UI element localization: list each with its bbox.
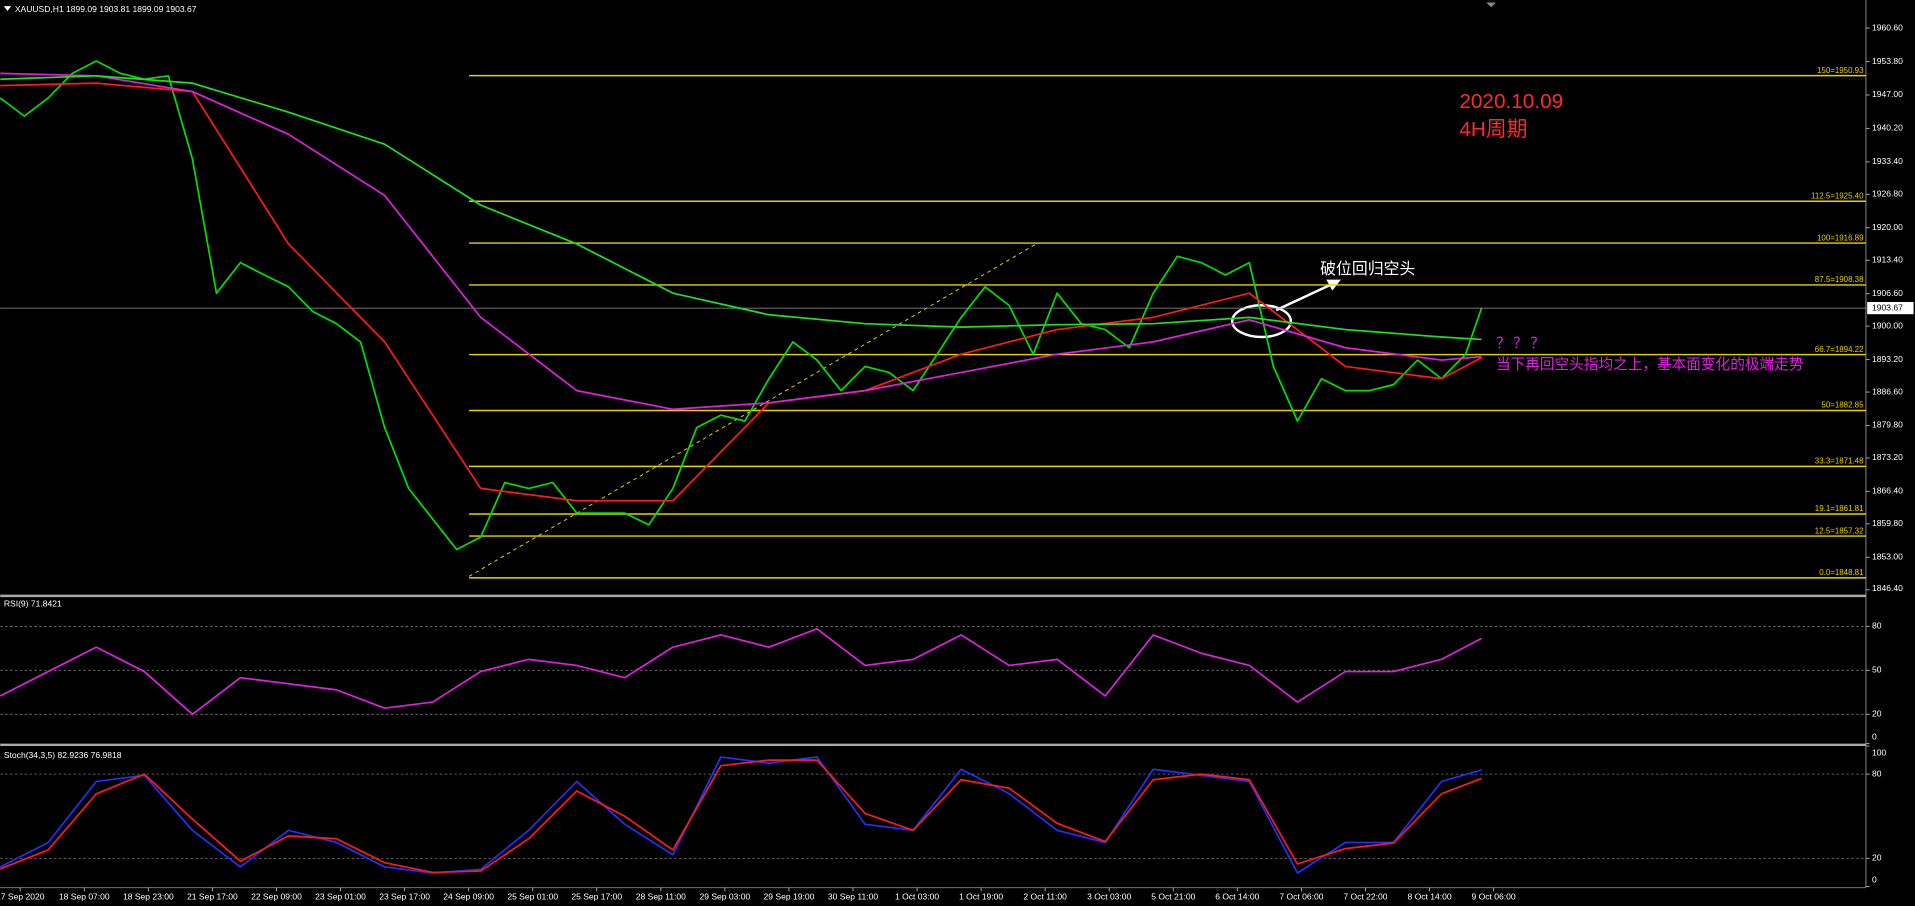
x-tick-label: 1 Oct 19:00	[959, 892, 1003, 902]
x-tick-label: 8 Oct 14:00	[1407, 892, 1451, 902]
y-tick-label: 1926.80	[1872, 189, 1903, 199]
x-tick-label: 29 Sep 19:00	[764, 892, 815, 902]
y-tick-label: 1846.40	[1872, 583, 1903, 593]
question-annotation: ？？？	[1496, 336, 1547, 352]
date-annotation: 2020.10.09	[1459, 90, 1563, 113]
break-annotation: 破位回归空头	[1320, 260, 1415, 278]
y-tick-label: 80	[1872, 768, 1882, 778]
y-tick-label: 80	[1872, 621, 1882, 631]
scroll-marker	[1486, 2, 1496, 8]
series-line	[0, 627, 1482, 716]
period-annotation: 4H周期	[1459, 118, 1527, 141]
x-tick-label: 21 Sep 17:00	[187, 892, 238, 902]
symbol-header: XAUUSD,H1 1899.09 1903.81 1899.09 1903.6…	[15, 4, 197, 14]
y-tick-label: 1906.60	[1872, 288, 1903, 298]
series-line	[0, 74, 1482, 341]
series-line	[0, 756, 1482, 874]
x-tick-label: 29 Sep 03:00	[700, 892, 751, 902]
y-tick-label: 1940.20	[1872, 123, 1903, 133]
y-tick-label: 1853.00	[1872, 552, 1903, 562]
x-tick-label: 22 Sep 09:00	[251, 892, 302, 902]
series-line	[0, 72, 1482, 411]
y-tick-label: 1866.40	[1872, 486, 1903, 496]
x-tick-label: 2 Oct 11:00	[1023, 892, 1067, 902]
x-tick-label: 6 Oct 14:00	[1215, 892, 1259, 902]
fib-level-label: 100=1916.89	[1817, 233, 1864, 242]
x-tick-label: 7 Oct 22:00	[1343, 892, 1387, 902]
x-tick-label: 23 Sep 17:00	[379, 892, 430, 902]
fib-level-label: 87.5=1908.38	[1815, 275, 1864, 284]
x-tick-label: 28 Sep 11:00	[636, 892, 686, 902]
y-tick-label: 1859.80	[1872, 518, 1903, 528]
x-tick-label: 1 Oct 03:00	[895, 892, 939, 902]
last-price-label: 1903.67	[1872, 302, 1903, 312]
comment-annotation: 当下再回空头指均之上，基本面变化的极端走势	[1496, 356, 1804, 373]
fib-level-label: 112.5=1925.40	[1811, 191, 1864, 200]
fib-level-label: 50=1882.85	[1821, 401, 1864, 410]
y-tick-label: 1893.20	[1872, 354, 1903, 364]
y-tick-label: 20	[1872, 853, 1882, 863]
x-tick-label: 25 Sep 01:00	[507, 892, 558, 902]
fib-level-label: 19.1=1861.81	[1815, 504, 1864, 513]
series-line	[0, 759, 1482, 874]
series-line	[0, 60, 1483, 551]
x-tick-label: 9 Oct 06:00	[1472, 892, 1516, 902]
last-price-box	[1867, 301, 1914, 315]
menu-marker	[3, 6, 12, 11]
y-tick-label: 20	[1872, 709, 1882, 719]
x-tick-label: 18 Sep 07:00	[59, 892, 110, 902]
x-tick-label: 3 Oct 03:00	[1087, 892, 1131, 902]
x-tick-label: 7 Oct 06:00	[1279, 892, 1323, 902]
y-tick-label: 1947.00	[1872, 89, 1903, 99]
x-tick-label: 25 Sep 17:00	[571, 892, 622, 902]
x-tick-label: 30 Sep 11:00	[828, 892, 878, 902]
stoch-header: Stoch(34,3,5) 82.9236 76.9818	[4, 750, 122, 760]
y-tick-label: 50	[1872, 665, 1882, 675]
arrow-line	[1275, 283, 1332, 312]
y-tick-label: 0	[1872, 875, 1877, 885]
y-tick-label: 1933.40	[1872, 156, 1903, 166]
x-tick-label: 18 Sep 23:00	[123, 892, 174, 902]
layout	[0, 0, 1867, 889]
fib-level-label: 66.7=1894.22	[1815, 345, 1864, 354]
highlight-circle	[1231, 304, 1293, 339]
x-tick-label: 5 Oct 21:00	[1151, 892, 1195, 902]
y-tick-label: 1879.80	[1872, 420, 1903, 430]
y-tick-label: 1900.00	[1872, 320, 1903, 330]
y-tick-label: 1960.60	[1872, 22, 1903, 32]
x-tick-label: 23 Sep 01:00	[315, 892, 366, 902]
y-tick-label: 1953.80	[1872, 56, 1903, 66]
fib-level-label: 0.0=1848.81	[1819, 568, 1864, 577]
y-tick-label: 100	[1872, 748, 1886, 758]
x-tick-label: 17 Sep 2020	[0, 892, 45, 902]
x-tick-label: 24 Sep 09:00	[443, 892, 494, 902]
rsi-header: RSI(9) 71.8421	[4, 599, 62, 609]
y-tick-label: 1873.20	[1872, 452, 1903, 462]
y-tick-label: 1886.60	[1872, 386, 1903, 396]
y-tick-label: 1920.00	[1872, 222, 1903, 232]
fib-level-label: 12.5=1857.32	[1815, 526, 1864, 535]
fib-level-label: 150=1950.93	[1817, 66, 1864, 75]
y-tick-label: 0	[1872, 732, 1877, 742]
y-tick-label: 1913.40	[1872, 254, 1903, 264]
fib-level-label: 33.3=1871.48	[1815, 457, 1864, 466]
